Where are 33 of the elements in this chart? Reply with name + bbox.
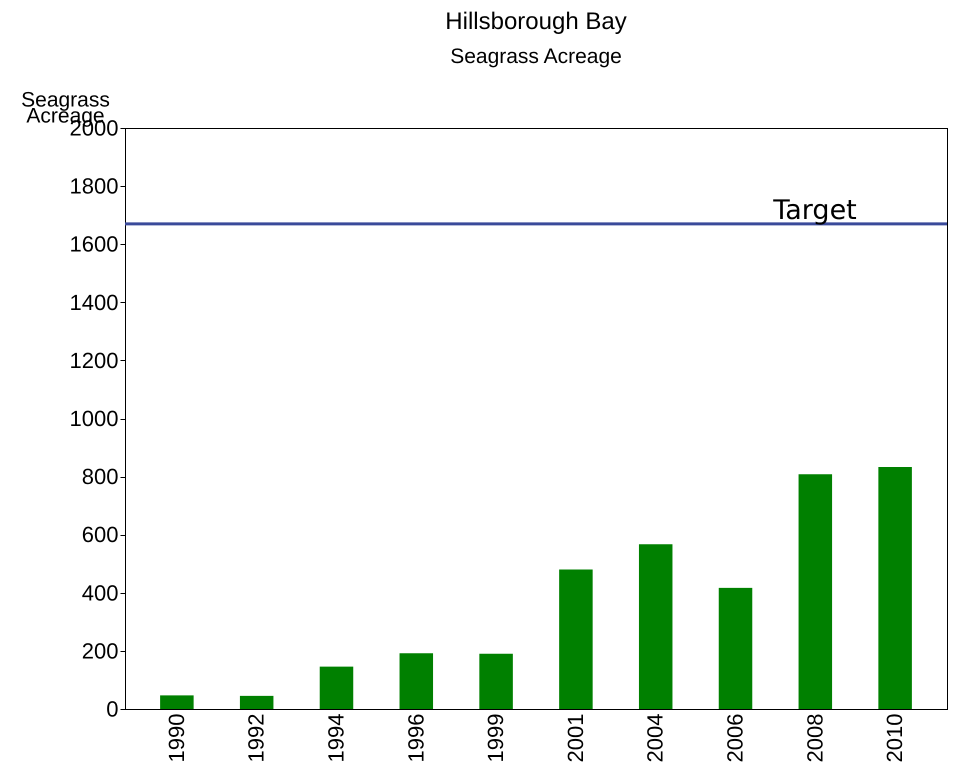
x-tick-label: 1992 bbox=[244, 714, 269, 762]
y-tick-label: 600 bbox=[82, 522, 118, 548]
y-tick-label: 0 bbox=[106, 696, 118, 722]
bar bbox=[559, 570, 593, 709]
chart-subtitle: Seagrass Acreage bbox=[450, 45, 622, 68]
bar bbox=[320, 666, 354, 709]
bar bbox=[479, 654, 513, 709]
x-tick-label: 2001 bbox=[562, 714, 588, 762]
y-tick-label: 1000 bbox=[70, 406, 118, 431]
bar bbox=[240, 696, 274, 709]
x-tick-label: 2008 bbox=[802, 714, 828, 762]
x-tick-label: 1990 bbox=[164, 714, 189, 762]
y-tick-label: 400 bbox=[82, 580, 118, 606]
bar bbox=[400, 653, 434, 709]
x-tick-label: 2006 bbox=[722, 714, 748, 762]
y-tick-label: 1800 bbox=[70, 174, 118, 199]
y-tick-label: 1600 bbox=[70, 232, 118, 257]
bar bbox=[638, 544, 672, 709]
x-tick-label: 2004 bbox=[642, 714, 668, 762]
x-tick-label: 1994 bbox=[323, 714, 348, 762]
bar bbox=[878, 467, 912, 709]
ref-line-label: Target bbox=[772, 194, 857, 226]
y-tick-label: 1200 bbox=[70, 348, 118, 373]
y-tick-label: 200 bbox=[82, 638, 118, 664]
y-tick-label: 800 bbox=[82, 464, 118, 490]
bar bbox=[718, 588, 752, 709]
y-tick-label: 1400 bbox=[70, 290, 118, 315]
bar bbox=[798, 474, 832, 709]
chart-title: Hillsborough Bay bbox=[445, 8, 627, 35]
bar bbox=[160, 695, 194, 709]
x-tick-label: 1996 bbox=[403, 714, 428, 762]
x-tick-label: 1999 bbox=[483, 714, 508, 762]
x-tick-label: 2010 bbox=[882, 714, 908, 762]
